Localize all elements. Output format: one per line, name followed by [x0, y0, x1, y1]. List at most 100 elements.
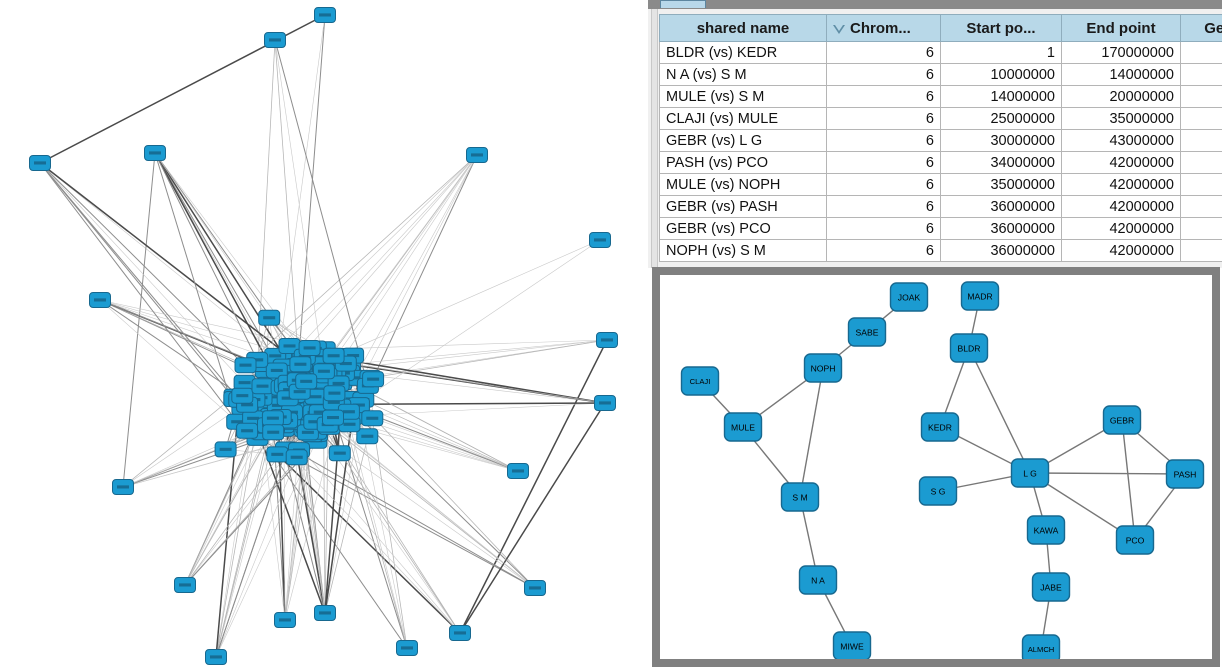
- large-network-edge[interactable]: [154, 152, 238, 422]
- table-vertical-scrollbar[interactable]: [651, 9, 658, 268]
- table-row[interactable]: GEBR (vs) L G6300000004300000016.9: [659, 129, 1222, 152]
- large-network-node[interactable]: [258, 309, 281, 326]
- large-network-edge[interactable]: [274, 39, 369, 387]
- large-network-edge[interactable]: [327, 424, 536, 589]
- large-network-edge[interactable]: [459, 402, 606, 634]
- large-network-node[interactable]: [466, 147, 488, 163]
- large-network-edge[interactable]: [328, 154, 478, 380]
- table-row[interactable]: N A (vs) S M610000000140000006.6: [659, 63, 1222, 86]
- large-network-node[interactable]: [322, 409, 344, 426]
- large-network-edge[interactable]: [303, 154, 478, 354]
- large-network-node[interactable]: [264, 32, 286, 48]
- large-network-edge[interactable]: [274, 39, 299, 363]
- large-network-node[interactable]: [174, 577, 196, 593]
- subnetwork-view[interactable]: CLAJI MULE NOPH SABE JOAK S M N A MIWE MADR BLDR K…: [660, 275, 1212, 659]
- large-network-node[interactable]: [361, 410, 384, 427]
- large-network-edge[interactable]: [285, 449, 461, 634]
- large-network-edge[interactable]: [324, 406, 342, 614]
- large-network-edge[interactable]: [39, 162, 240, 401]
- large-network-edge[interactable]: [323, 339, 608, 372]
- column-header-chromosome[interactable]: Chrom...: [826, 14, 941, 42]
- large-network-edge[interactable]: [154, 152, 301, 366]
- column-header-shared-name[interactable]: shared name: [659, 14, 827, 42]
- large-network-node[interactable]: [266, 446, 289, 463]
- large-network-node[interactable]: [289, 356, 312, 373]
- large-network-node[interactable]: [524, 580, 546, 596]
- large-network-edge[interactable]: [298, 14, 326, 363]
- large-network-edge[interactable]: [362, 154, 478, 400]
- subnetwork-edge[interactable]: [1121, 419, 1136, 541]
- table-row[interactable]: BLDR (vs) KEDR61170000000192.0: [659, 41, 1222, 64]
- large-network-node[interactable]: [589, 232, 611, 248]
- large-network-edge[interactable]: [309, 239, 601, 369]
- subnetwork-node[interactable]: NOPH: [803, 353, 843, 383]
- large-network-edge[interactable]: [99, 299, 248, 432]
- large-network-edge[interactable]: [371, 418, 408, 649]
- large-network-node[interactable]: [507, 463, 529, 479]
- subnetwork-node[interactable]: PASH: [1165, 459, 1205, 489]
- large-network-edge[interactable]: [122, 152, 156, 488]
- column-header-start-point[interactable]: Start po...: [940, 14, 1062, 42]
- large-network-edge[interactable]: [370, 339, 608, 379]
- column-header-end-point[interactable]: End point: [1061, 14, 1181, 42]
- subnetwork-canvas[interactable]: CLAJI MULE NOPH SABE JOAK S M N A MIWE MADR BLDR K…: [660, 275, 1212, 659]
- subnetwork-edge[interactable]: [799, 367, 824, 498]
- subnetwork-node[interactable]: S M: [780, 482, 820, 512]
- subnetwork-node[interactable]: JOAK: [889, 282, 929, 312]
- subnetwork-node[interactable]: JABE: [1031, 572, 1071, 602]
- large-network-edge[interactable]: [154, 152, 318, 370]
- large-network-node[interactable]: [314, 605, 336, 621]
- large-network-node[interactable]: [278, 338, 301, 354]
- large-network-node[interactable]: [356, 428, 379, 445]
- large-network-node[interactable]: [89, 292, 111, 308]
- large-network-node[interactable]: [312, 363, 335, 380]
- subnetwork-node[interactable]: GEBR: [1102, 405, 1142, 435]
- large-network-node[interactable]: [295, 373, 318, 390]
- large-network-edge[interactable]: [351, 154, 478, 400]
- large-network-edge[interactable]: [276, 14, 326, 371]
- subnetwork-node[interactable]: PCO: [1115, 525, 1155, 555]
- large-network-edge[interactable]: [245, 154, 478, 366]
- subnetwork-node[interactable]: N A: [798, 565, 838, 595]
- large-network-node[interactable]: [362, 371, 385, 388]
- large-network-edge[interactable]: [252, 418, 326, 614]
- large-network-edge[interactable]: [262, 431, 536, 589]
- large-network-node[interactable]: [596, 332, 618, 348]
- large-network-node[interactable]: [112, 479, 134, 495]
- table-tab[interactable]: [660, 0, 706, 8]
- large-network-node[interactable]: [314, 7, 336, 23]
- subnetwork-node[interactable]: CLAJI: [680, 366, 720, 396]
- large-network-edge[interactable]: [262, 432, 286, 621]
- large-network-edge[interactable]: [349, 424, 408, 649]
- large-network-node[interactable]: [285, 449, 308, 466]
- large-network-node[interactable]: [261, 410, 284, 427]
- large-network-node[interactable]: [262, 424, 285, 441]
- table-body[interactable]: BLDR (vs) KEDR61170000000192.0N A (vs) S…: [659, 41, 1222, 262]
- subnetwork-node[interactable]: MADR: [960, 281, 1000, 311]
- large-network-node[interactable]: [251, 378, 274, 395]
- large-network-node[interactable]: [323, 385, 346, 402]
- table-row[interactable]: PASH (vs) PCO6340000004200000011.4: [659, 151, 1222, 174]
- large-network-node[interactable]: [274, 612, 296, 628]
- column-header-genetic[interactable]: Genetic...: [1180, 14, 1222, 42]
- subnetwork-node[interactable]: S G: [918, 476, 958, 506]
- large-network-canvas[interactable]: [0, 0, 645, 669]
- large-network-node[interactable]: [594, 395, 616, 411]
- large-network-node[interactable]: [396, 640, 418, 656]
- large-network-node[interactable]: [298, 340, 321, 356]
- table-row[interactable]: GEBR (vs) PASH636000000420000008.9: [659, 195, 1222, 218]
- subnetwork-node[interactable]: KEDR: [920, 412, 960, 442]
- edge-data-table[interactable]: shared name Chrom... Start po... End poi…: [659, 14, 1222, 262]
- large-network-node[interactable]: [328, 445, 351, 462]
- large-network-edge[interactable]: [274, 39, 325, 372]
- table-row[interactable]: CLAJI (vs) MULE625000000350000005.9: [659, 107, 1222, 130]
- large-network-node[interactable]: [214, 441, 237, 458]
- large-network-edge[interactable]: [284, 406, 341, 621]
- large-network-node[interactable]: [234, 357, 257, 374]
- large-network-edge[interactable]: [184, 419, 279, 586]
- table-row[interactable]: MULE (vs) NOPH6350000004200000010.5: [659, 173, 1222, 196]
- large-network-node[interactable]: [231, 387, 254, 404]
- large-network-node[interactable]: [322, 347, 345, 364]
- large-network-node[interactable]: [205, 649, 227, 665]
- table-row[interactable]: NOPH (vs) S M636000000420000009.9: [659, 239, 1222, 262]
